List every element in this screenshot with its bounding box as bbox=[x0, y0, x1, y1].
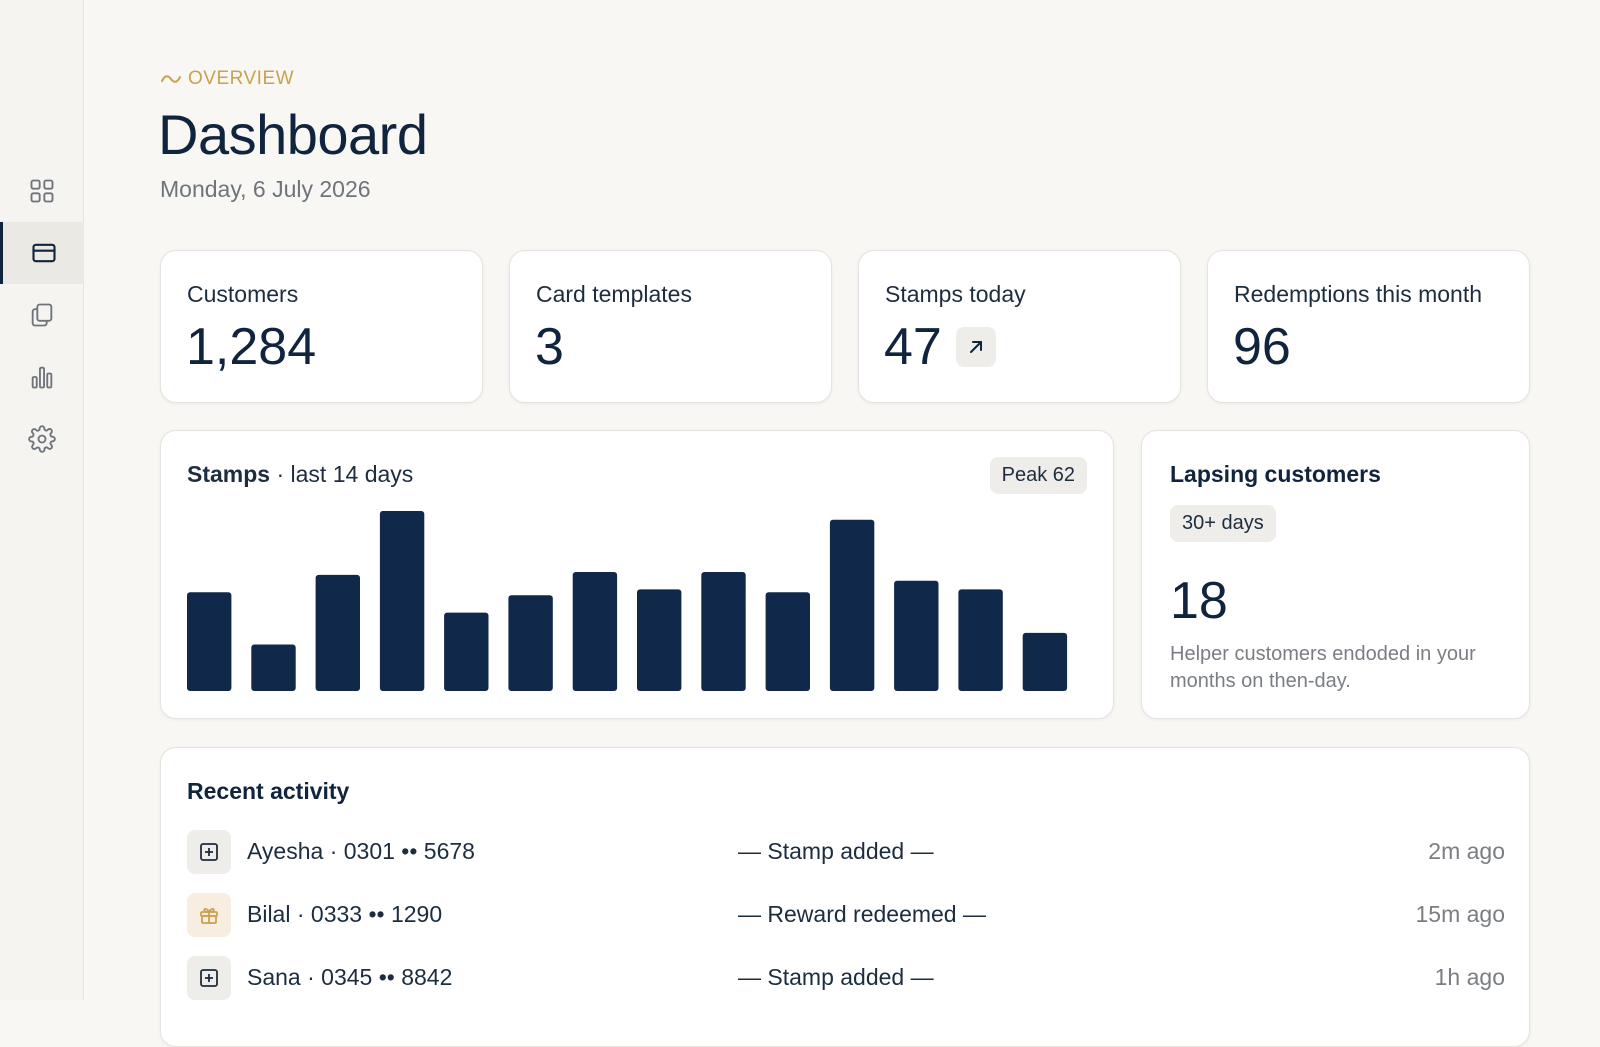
bar-chart-icon bbox=[31, 366, 53, 389]
stat-label: Customers bbox=[187, 281, 299, 307]
arrow-up-right-icon bbox=[969, 341, 982, 353]
activity-time: 2m ago bbox=[1428, 838, 1505, 864]
stat-label: Redemptions this month bbox=[1234, 281, 1483, 307]
chart-bar bbox=[701, 572, 746, 691]
page-date: Monday, 6 July 2026 bbox=[160, 176, 371, 202]
eyebrow-label: OVERVIEW bbox=[188, 68, 295, 89]
stat-value: 3 bbox=[535, 318, 564, 376]
activity-event: — Stamp added — bbox=[738, 964, 934, 990]
grid-icon bbox=[30, 179, 54, 203]
wave-icon bbox=[161, 75, 181, 83]
stat-card-card-templates: Card templates 3 bbox=[509, 250, 832, 403]
stat-label: Card templates bbox=[536, 281, 692, 307]
plus-square-icon bbox=[200, 969, 218, 987]
sidebar-item-dashboard[interactable] bbox=[0, 160, 84, 222]
chart-bar bbox=[765, 592, 810, 691]
stat-value: 1,284 bbox=[186, 318, 317, 376]
activity-customer: Bilal · 0333 •• 1290 bbox=[247, 901, 443, 927]
chart-bar bbox=[1022, 632, 1068, 691]
chart-bar bbox=[894, 580, 939, 691]
activity-row[interactable]: Ayesha · 0301 •• 5678 — Stamp added — 2m… bbox=[187, 830, 1505, 874]
lapsing-customers-card: Lapsing customers 30+ days 18 Helper cus… bbox=[1141, 430, 1530, 719]
sidebar-item-cards[interactable] bbox=[0, 222, 84, 284]
card-icon bbox=[31, 243, 56, 263]
chart-bar bbox=[958, 589, 1003, 691]
sidebar-item-templates[interactable] bbox=[0, 284, 84, 346]
stat-card-redemptions: Redemptions this month 96 bbox=[1207, 250, 1530, 403]
chart-bar bbox=[637, 589, 682, 691]
lapsing-description: Helper customers endoded in your months … bbox=[1170, 643, 1476, 692]
peak-badge: Peak 62 bbox=[989, 457, 1087, 494]
page-title: Dashboard bbox=[158, 103, 428, 166]
stat-card-stamps-today: Stamps today 47 bbox=[858, 250, 1181, 403]
activity-event: — Stamp added — bbox=[738, 838, 934, 864]
sidebar-item-settings[interactable] bbox=[0, 408, 84, 470]
stamps-bar-chart bbox=[187, 511, 1068, 691]
activity-title: Recent activity bbox=[187, 778, 350, 804]
activity-customer: Sana · 0345 •• 8842 bbox=[247, 964, 453, 990]
sidebar-item-analytics[interactable] bbox=[0, 346, 84, 408]
activity-customer: Ayesha · 0301 •• 5678 bbox=[247, 838, 475, 864]
activity-row[interactable]: Sana · 0345 •• 8842 — Stamp added — 1h a… bbox=[187, 956, 1505, 1000]
chart-bar bbox=[379, 511, 425, 691]
stamps-chart-card: Stamps · last 14 days Peak 62 bbox=[160, 430, 1114, 719]
trend-chip[interactable] bbox=[955, 327, 996, 367]
copy-icon bbox=[31, 303, 53, 327]
chart-title-main: Stamps bbox=[187, 461, 271, 487]
chart-bar bbox=[251, 644, 296, 691]
gear-icon bbox=[28, 425, 56, 453]
stat-card-customers: Customers 1,284 bbox=[160, 250, 483, 403]
chart-bar bbox=[829, 519, 875, 691]
chart-bar bbox=[315, 574, 360, 691]
sidebar bbox=[0, 0, 84, 1000]
lapsing-title: Lapsing customers bbox=[1170, 461, 1381, 487]
activity-event: — Reward redeemed — bbox=[738, 901, 986, 927]
section-eyebrow: OVERVIEW bbox=[160, 68, 294, 90]
lapsing-badge: 30+ days bbox=[1170, 505, 1276, 542]
lapsing-value: 18 bbox=[1170, 572, 1228, 630]
stat-value: 47 bbox=[884, 318, 942, 376]
recent-activity-card: Recent activity Ayesha · 0301 •• 5678 — … bbox=[160, 747, 1530, 1047]
activity-row[interactable]: Bilal · 0333 •• 1290 — Reward redeemed —… bbox=[187, 893, 1505, 937]
gift-icon bbox=[200, 907, 218, 924]
stat-label: Stamps today bbox=[885, 281, 1026, 307]
chart-bar bbox=[187, 592, 232, 691]
plus-square-icon bbox=[200, 843, 218, 861]
chart-bar bbox=[508, 595, 553, 691]
activity-time: 15m ago bbox=[1415, 901, 1505, 927]
chart-bar bbox=[444, 612, 489, 691]
chart-title: Stamps · last 14 days bbox=[187, 461, 413, 488]
stat-value: 96 bbox=[1233, 318, 1291, 376]
chart-bar bbox=[572, 572, 618, 691]
chart-title-sub: · last 14 days bbox=[276, 461, 414, 487]
activity-time: 1h ago bbox=[1434, 964, 1505, 990]
